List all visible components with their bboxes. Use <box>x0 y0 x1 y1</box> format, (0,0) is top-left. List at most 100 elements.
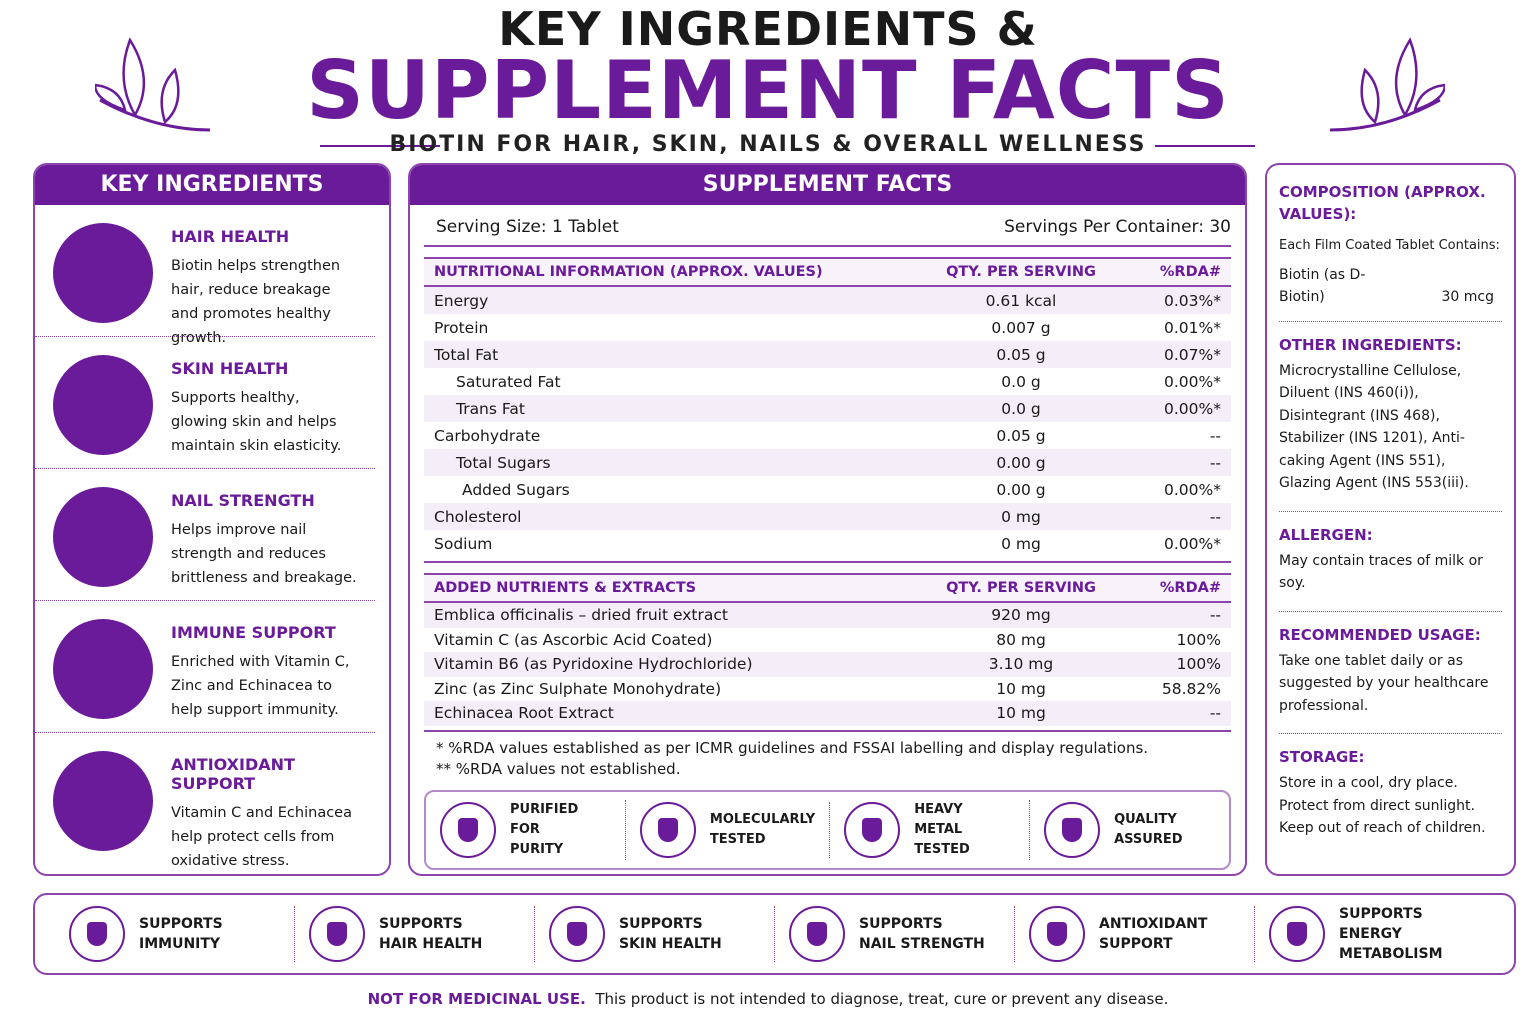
cell: 3.10 mg <box>988 655 1054 674</box>
rule <box>1155 145 1255 147</box>
cell: Vitamin C (as Ascorbic Acid Coated) <box>434 630 713 649</box>
cell: Echinacea Root Extract <box>434 704 614 723</box>
badge-icon <box>1044 801 1101 858</box>
benefit-line: SUPPORTS <box>379 916 463 932</box>
composition-amount: 30 mcg <box>1441 289 1495 305</box>
composition-heading: COMPOSITION (APPROX. VALUES): <box>1279 183 1486 223</box>
badge-line: HEAVY METAL <box>914 801 963 837</box>
cell: 10 mg <box>996 679 1046 698</box>
benefit-text: ANTIOXIDANT SUPPORT <box>1099 914 1207 954</box>
benefit-text: SUPPORTS IMMUNITY <box>139 914 223 954</box>
composition-row: Biotin (as D-Biotin) 30 mcg <box>1279 264 1502 309</box>
benefit: ANTIOXIDANT SUPPORT <box>1015 906 1255 962</box>
table-row: Zinc (as Zinc Sulphate Monohydrate) 10 mg… <box>424 677 1231 702</box>
section-text: May contain traces of milk or soy. <box>1279 552 1483 592</box>
header-cell: %RDA# <box>1159 580 1221 596</box>
separator <box>1279 510 1502 512</box>
cell: 100% <box>1176 630 1221 649</box>
benefit-line: SUPPORTS <box>859 916 943 932</box>
panel-heading: KEY INGREDIENTS <box>35 165 389 205</box>
key-ingredients-panel: KEY INGREDIENTS HAIR HEALTH Biotin helps s… <box>33 163 391 876</box>
leaf-right <box>1329 37 1445 132</box>
table-header: NUTRITIONAL INFORMATION (APPROX. VALUES)… <box>424 257 1231 287</box>
cell: Carbohydrate <box>434 426 541 445</box>
cell: 0.00 g <box>996 453 1046 472</box>
ingredient-title: ANTIOXIDANT SUPPORT <box>171 755 295 793</box>
benefit-line: IMMUNITY <box>139 936 221 952</box>
footer-disclaimer: This product is not intended to diagnose… <box>595 990 1169 1008</box>
cell: 0.00%* <box>1164 399 1221 418</box>
cell: Added Sugars <box>462 480 570 499</box>
separator <box>1279 733 1502 734</box>
ingredient-body: IMMUNE SUPPORT Enriched with Vitamin C, Z… <box>171 619 359 718</box>
cell: -- <box>1209 606 1221 625</box>
ingredient-body: SKIN HEALTH Supports healthy, glowing ski… <box>171 355 359 454</box>
header-cell: QTY. PER SERVING <box>946 580 1096 596</box>
ingredient: HAIR HEALTH Biotin helps strengthen hair,… <box>35 205 375 346</box>
benefit-text: SUPPORTS SKIN HEALTH <box>619 914 722 954</box>
badge-text: HEAVY METAL TESTED <box>914 800 1015 860</box>
benefit: SUPPORTS IMMUNITY <box>55 906 295 962</box>
cell: -- <box>1209 507 1221 526</box>
header-cell: %RDA# <box>1159 264 1221 280</box>
ingredient-body: ANTIOXIDANT SUPPORT Vitamin C and Echinac… <box>171 751 359 869</box>
badge-text: QUALITY ASSURED <box>1114 810 1182 850</box>
benefit-line: NAIL STRENGTH <box>859 936 985 952</box>
table-row: Added Sugars 0.00 g 0.00%* <box>424 476 1231 503</box>
cell: 0.07%* <box>1164 345 1221 364</box>
facts-table: ADDED NUTRIENTS & EXTRACTS QTY. PER SERVI… <box>424 573 1231 732</box>
facts-body: Serving Size: 1 Tablet Servings Per Conta… <box>410 205 1245 870</box>
benefit-line: SUPPORTS <box>619 916 703 932</box>
separator <box>1279 320 1502 322</box>
benefit-text: SUPPORTS NAIL STRENGTH <box>859 914 985 954</box>
badge-icon <box>440 801 496 858</box>
badge-line: MOLECULARLY <box>709 811 816 827</box>
cell: 0.00 g <box>996 480 1046 499</box>
badge: HEAVY METAL TESTED <box>830 799 1031 860</box>
ingredient: NAIL STRENGTH Helps improve nail strength… <box>35 469 375 601</box>
serving-size: Serving Size: 1 Tablet <box>436 217 619 237</box>
cell: 0 mg <box>1001 507 1041 526</box>
benefit-icon <box>789 906 845 962</box>
benefit: SUPPORTS NAIL STRENGTH <box>775 906 1015 962</box>
table-row: Total Fat 0.05 g 0.07%* <box>424 341 1231 368</box>
composition-intro: Each Film Coated Tablet Contains: <box>1279 238 1500 253</box>
benefit-line: SUPPORTS <box>139 916 223 932</box>
cell: 0.0 g <box>1001 399 1041 418</box>
cell: Vitamin B6 (as Pyridoxine Hydrochloride) <box>434 655 753 674</box>
benefit-line: SUPPORTS <box>1339 906 1423 922</box>
footnotes: * %RDA values established as per ICMR gu… <box>424 732 1231 786</box>
ingredient-icon <box>53 355 153 455</box>
cell: 0 mg <box>1001 534 1041 553</box>
badge: PURIFIED FOR PURITY <box>426 799 626 860</box>
leaf-left <box>95 37 211 132</box>
benefit-line: SKIN HEALTH <box>619 936 722 952</box>
ingredient-text: Enriched with Vitamin C, Zinc and Echina… <box>171 654 350 718</box>
footer: NOT FOR MEDICINAL USE. This product is n… <box>0 990 1536 1008</box>
benefits-strip: SUPPORTS IMMUNITY SUPPORTS HAIR HEALTH SUPPO… <box>33 893 1516 975</box>
servings-per-container: Servings Per Container: 30 <box>1004 217 1231 237</box>
cell: 0.0 g <box>1001 372 1041 391</box>
cell: Cholesterol <box>434 507 522 526</box>
ingredient-text: Supports healthy, glowing skin and helps… <box>171 390 342 454</box>
cell: 58.82% <box>1161 679 1221 698</box>
badge-line: PURIFIED FOR <box>510 801 579 837</box>
section-heading: OTHER INGREDIENTS: <box>1279 335 1462 354</box>
table-row: Emblica officinalis – dried fruit extrac… <box>424 603 1231 628</box>
ingredient-body: HAIR HEALTH Biotin helps strengthen hair,… <box>171 223 359 346</box>
ingredient-body: NAIL STRENGTH Helps improve nail strength… <box>171 487 359 586</box>
supplement-facts-panel: SUPPLEMENT FACTS Serving Size: 1 Tablet Se… <box>408 163 1247 876</box>
badge-line: TESTED <box>914 841 970 857</box>
cell: 0.00%* <box>1164 480 1221 499</box>
ingredient-text: Helps improve nail strength and reduces … <box>171 522 357 586</box>
section-text: Take one tablet daily or as suggested by… <box>1279 652 1489 714</box>
ingredient-icon <box>53 223 153 323</box>
table-row: Total Sugars 0.00 g -- <box>424 449 1231 476</box>
cell: Emblica officinalis – dried fruit extrac… <box>434 606 728 625</box>
badge-line: TESTED <box>709 831 766 847</box>
cell: Trans Fat <box>456 399 525 418</box>
badges: PURIFIED FOR PURITY MOLECULARLY TESTED HEAVY… <box>424 789 1231 870</box>
cell: 0.05 g <box>996 345 1046 364</box>
benefit-icon <box>1029 906 1085 962</box>
cell: Total Sugars <box>456 453 551 472</box>
